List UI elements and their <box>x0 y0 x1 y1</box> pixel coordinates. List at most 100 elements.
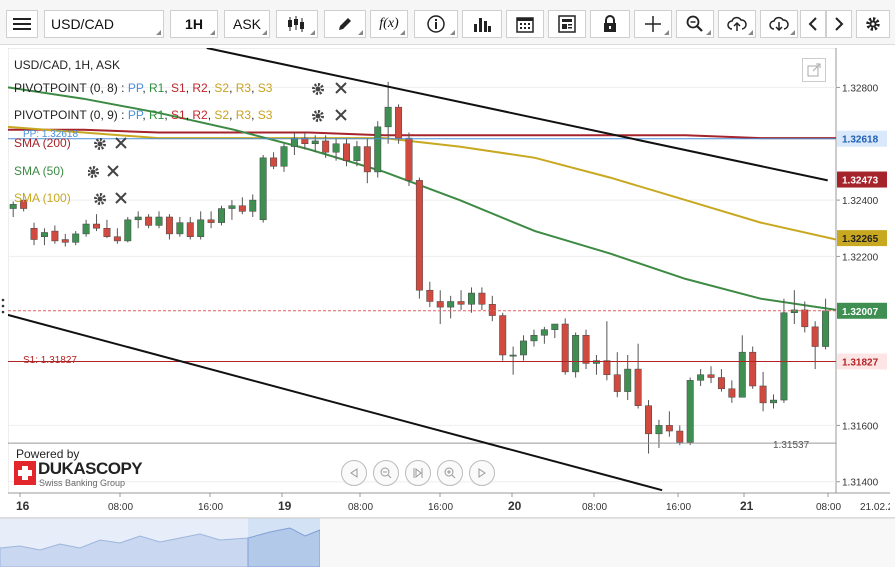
candle-body <box>478 292 486 305</box>
arrow-right-icon[interactable] <box>826 10 852 38</box>
candle-body <box>717 377 725 390</box>
navigator[interactable] <box>0 517 895 568</box>
gear-icon[interactable] <box>88 166 99 178</box>
time-label: 08:00 <box>816 502 841 513</box>
sma200-price-badge: 1.32473 <box>842 176 879 187</box>
pivot-legend-1: PIVOTPOINT (0, 8) : PP, R1, S1, R2, S2, … <box>14 81 273 95</box>
candle-body <box>197 219 205 237</box>
s1-price-badge-bg <box>837 353 887 370</box>
bar-chart-icon[interactable] <box>462 10 502 38</box>
sma100-legend: SMA (100) <box>14 191 71 205</box>
channel-upper-line <box>206 48 828 182</box>
arrow-left-icon[interactable] <box>800 10 826 38</box>
candle-body <box>363 146 371 173</box>
pencil-icon[interactable] <box>324 10 366 38</box>
candle-body <box>790 309 798 313</box>
candle-body <box>457 301 465 305</box>
candle-body <box>176 222 184 235</box>
candle-body <box>415 180 423 291</box>
side-selector[interactable]: ASK <box>224 10 270 38</box>
candle-body <box>499 315 507 356</box>
candle-body <box>822 310 830 347</box>
function-icon[interactable]: f(x) <box>370 10 408 38</box>
current-price-badge: 1.32007 <box>842 307 879 318</box>
close-icon[interactable] <box>115 137 127 149</box>
candle-body <box>145 216 153 226</box>
time-label: 21.02.2019 <box>860 502 890 513</box>
close-icon[interactable] <box>335 82 347 94</box>
candle-body <box>686 380 694 443</box>
crosshair-icon[interactable] <box>634 10 672 38</box>
drag-handle[interactable] <box>0 296 6 316</box>
candle-body <box>613 374 621 392</box>
candle-body <box>728 388 736 398</box>
overlay <box>8 48 836 492</box>
candle-body <box>72 233 80 243</box>
candle-body <box>436 301 444 308</box>
info-icon[interactable] <box>414 10 458 38</box>
candle-body <box>332 143 340 153</box>
sma100-price-badge: 1.32265 <box>842 234 879 245</box>
candle-body <box>655 425 663 435</box>
close-icon[interactable] <box>335 109 347 121</box>
navigator-sparkline <box>0 517 895 568</box>
symbol-selector[interactable]: USD/CAD <box>44 10 164 38</box>
reset-icon[interactable] <box>405 460 431 486</box>
channel-lower-line <box>8 313 663 492</box>
zoom-out-icon[interactable] <box>373 460 399 486</box>
candle-body <box>93 223 101 229</box>
gear-icon[interactable] <box>312 110 324 122</box>
price-tick-label: 1.31400 <box>842 478 879 489</box>
candlestick-icon[interactable] <box>276 10 318 38</box>
chart-area[interactable]: 1.32800 1.32400 1.32200 1.31600 1.31400 1.326… <box>1 48 890 518</box>
candle-body <box>447 301 455 308</box>
candle-body <box>738 351 746 398</box>
time-label: 19 <box>278 499 292 513</box>
chart-title: USD/CAD, 1H, ASK <box>14 58 121 72</box>
candle-body <box>311 140 319 145</box>
time-label: 16:00 <box>428 502 453 513</box>
candle-body <box>395 106 403 139</box>
brand-name: DUKASCOPY <box>38 459 143 478</box>
nav-forward-icon[interactable] <box>469 460 495 486</box>
upload-icon[interactable] <box>718 10 756 38</box>
zoom-icon[interactable] <box>676 10 714 38</box>
price-chart[interactable]: 1.32800 1.32400 1.32200 1.31600 1.31400 1.326… <box>8 48 890 518</box>
gear-icon[interactable] <box>94 193 106 205</box>
gear-icon[interactable] <box>94 138 106 150</box>
download-icon[interactable] <box>760 10 798 38</box>
price-tick-label: 1.31600 <box>842 421 879 432</box>
pp-price-badge: 1.32618 <box>842 135 879 146</box>
candle-body <box>697 374 705 381</box>
candle-body <box>51 230 59 242</box>
candle-body <box>770 399 777 404</box>
time-label: 08:00 <box>108 502 133 513</box>
sma200-price-badge-bg <box>837 171 887 188</box>
close-icon[interactable] <box>115 192 127 204</box>
candle-body <box>343 143 350 161</box>
candle-body <box>488 304 496 316</box>
candle-body <box>551 323 559 330</box>
close-icon[interactable] <box>107 165 119 177</box>
popout-button[interactable] <box>802 58 826 82</box>
nav-back-icon[interactable] <box>341 460 367 486</box>
legend-icons-top <box>312 82 347 122</box>
candle-body <box>270 157 278 167</box>
gear-icon[interactable] <box>856 10 890 38</box>
menu-icon[interactable] <box>6 10 38 38</box>
candle-body <box>467 292 475 305</box>
candle-body <box>290 137 298 147</box>
zoom-in-icon[interactable] <box>437 460 463 486</box>
chart-nav-controls <box>341 460 495 486</box>
pp-price-badge-bg <box>837 130 887 147</box>
time-label: 16:00 <box>666 502 691 513</box>
sma200-legend: SMA (200) <box>14 136 71 150</box>
gear-icon[interactable] <box>312 83 324 95</box>
period-selector[interactable]: 1H <box>170 10 218 38</box>
news-icon[interactable] <box>548 10 586 38</box>
sma50-legend: SMA (50) <box>14 164 65 178</box>
lock-icon[interactable] <box>590 10 630 38</box>
s1-line-label: S1: 1.31827 <box>23 355 77 366</box>
calendar-icon[interactable] <box>506 10 544 38</box>
candle-body <box>780 312 788 401</box>
